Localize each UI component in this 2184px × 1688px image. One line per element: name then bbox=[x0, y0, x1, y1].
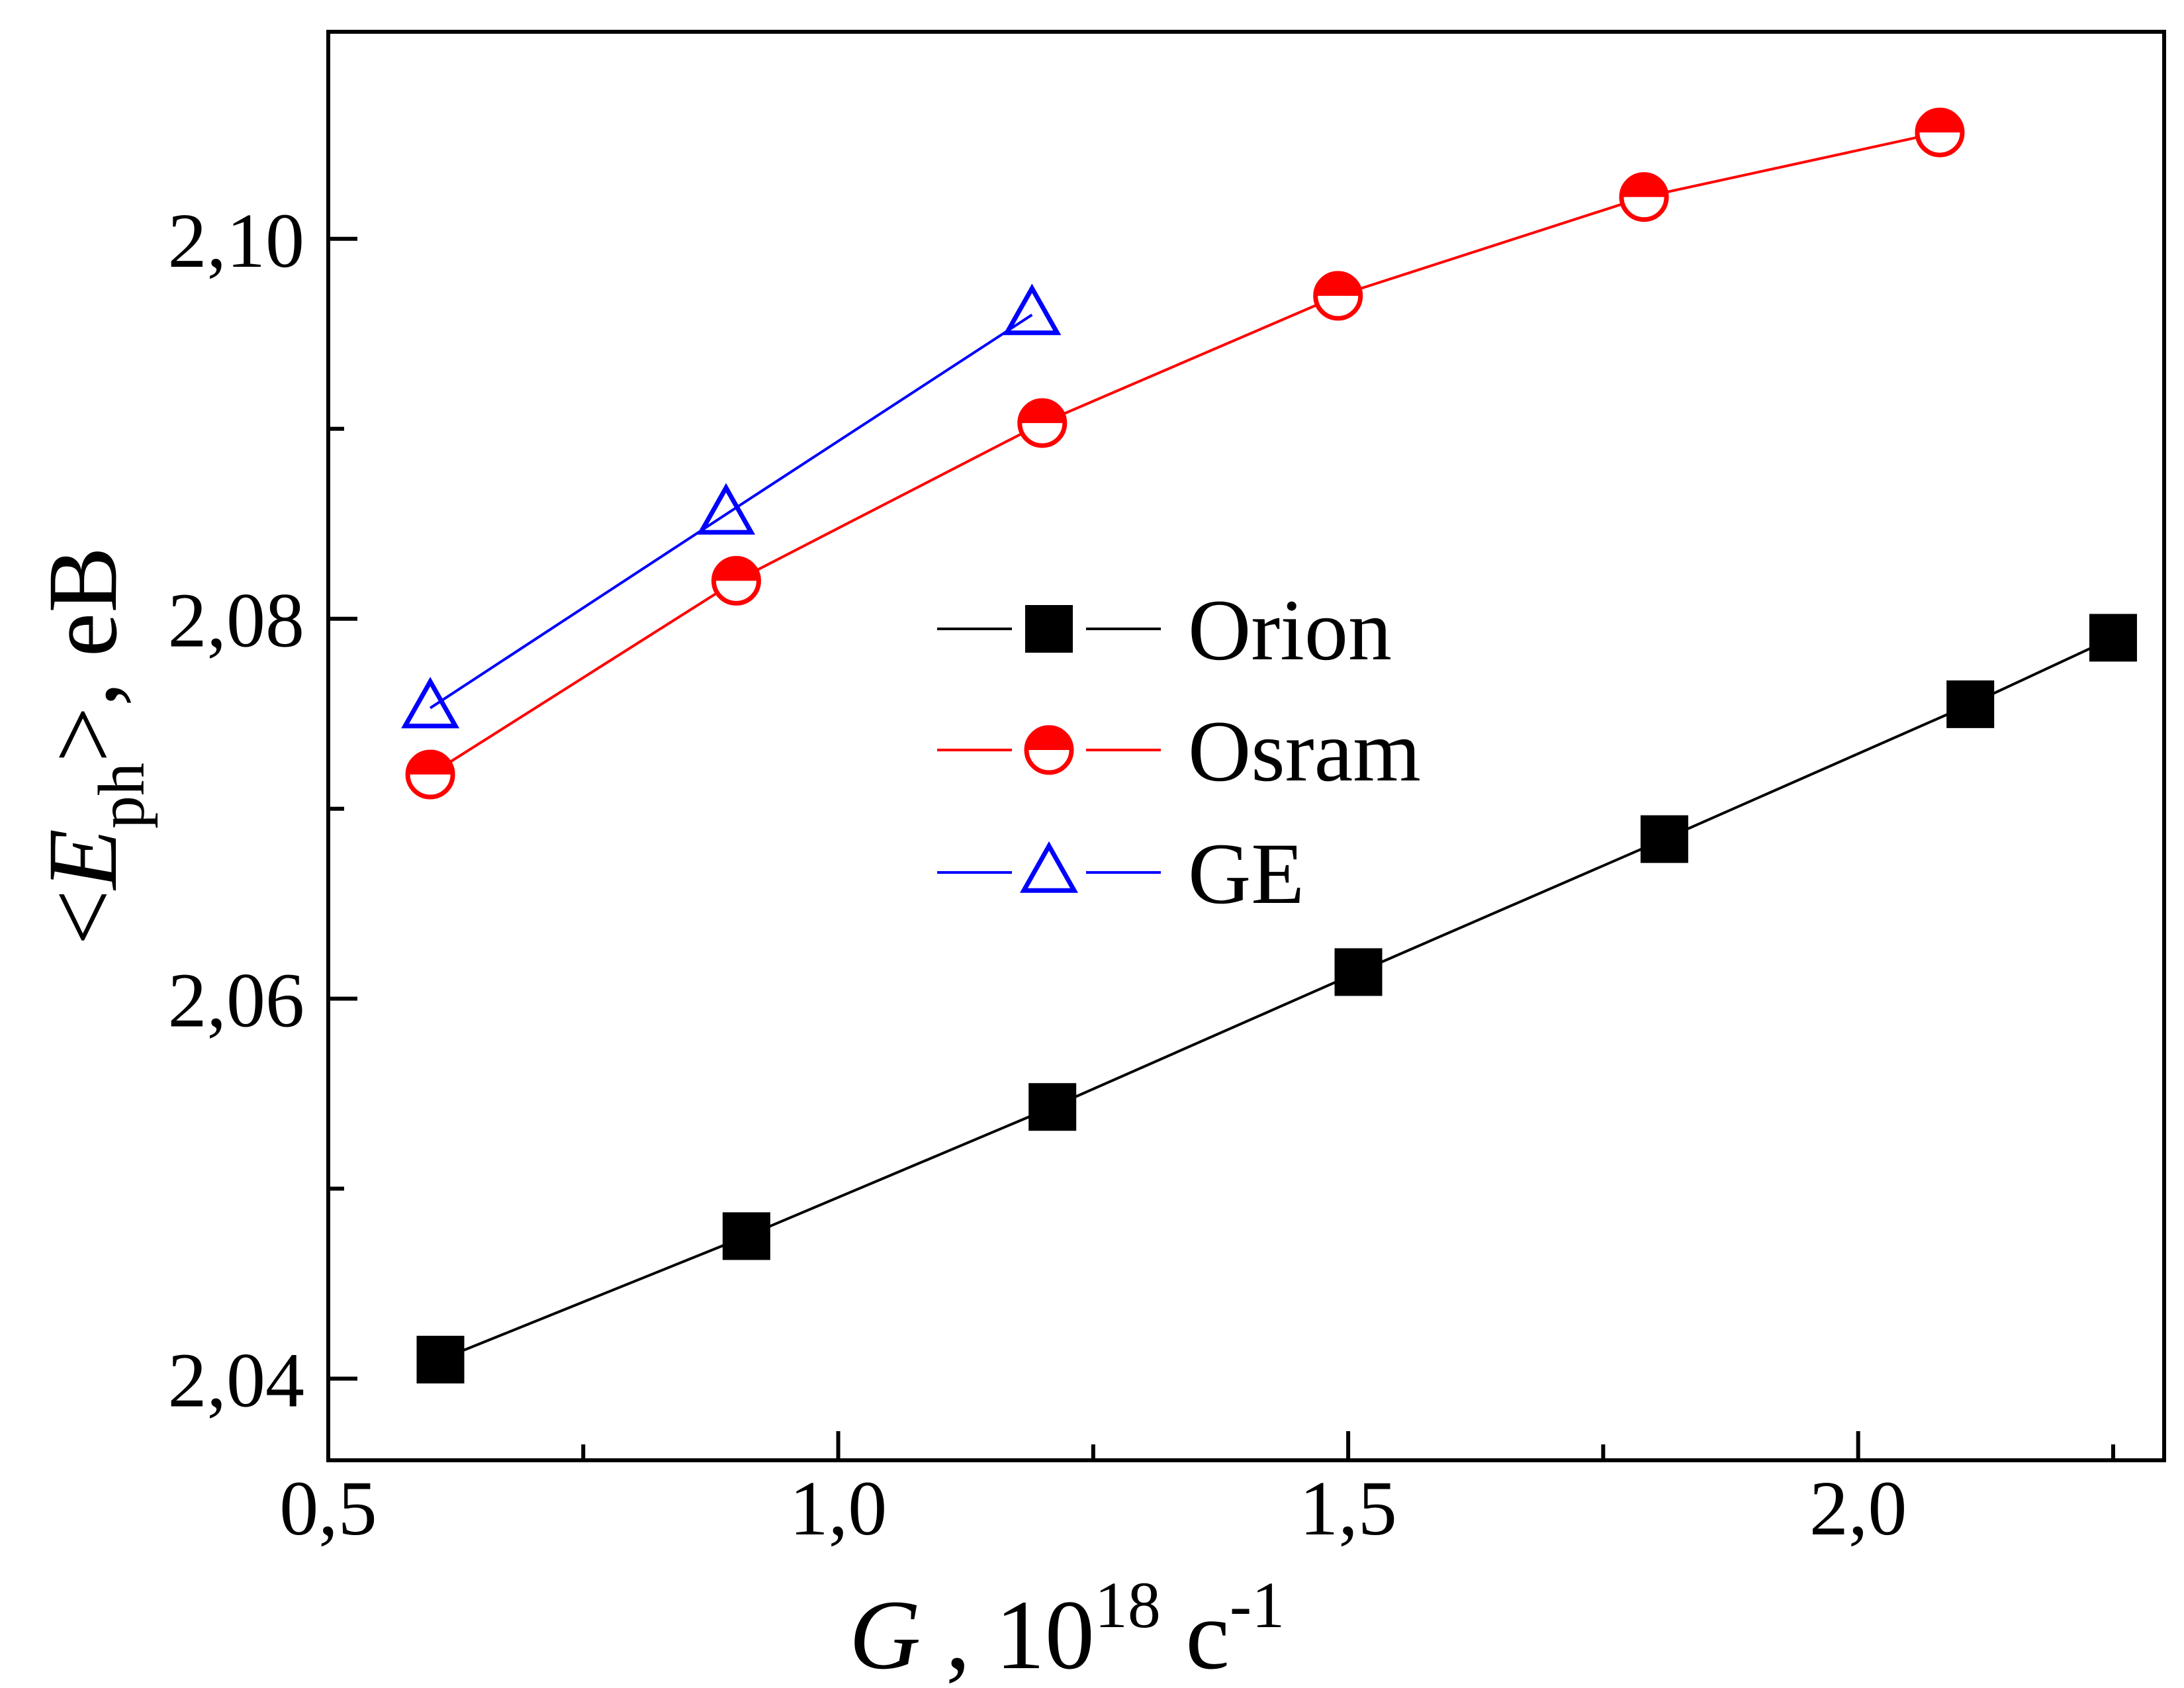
osram-data-point bbox=[711, 555, 761, 606]
orion-series-markers bbox=[416, 614, 2137, 1383]
x-axis-title: G , 1018 c-1 bbox=[849, 1568, 1285, 1688]
osram-data-point bbox=[405, 749, 455, 800]
osram-series-markers bbox=[405, 107, 1965, 800]
y-axis-close-bracket: > bbox=[28, 706, 138, 763]
legend-item-orion: Orion bbox=[937, 581, 1392, 679]
orion-data-point bbox=[1640, 815, 1688, 863]
orion-data-point bbox=[722, 1212, 770, 1260]
x-axis-variable: G bbox=[849, 1580, 921, 1688]
axis-ticks bbox=[326, 236, 2115, 1460]
ge-series-markers bbox=[401, 283, 1062, 729]
y-tick-label: 2,08 bbox=[168, 577, 305, 664]
y-tick-label: 2,04 bbox=[168, 1337, 305, 1424]
x-axis-exponent: 18 bbox=[1095, 1568, 1161, 1642]
ge-data-point bbox=[401, 677, 460, 729]
data-markers bbox=[401, 107, 2137, 1383]
x-axis-unit: c bbox=[1161, 1580, 1230, 1688]
legend-label: Orion bbox=[1188, 581, 1392, 679]
legend: Orion Osram GE bbox=[937, 581, 1421, 922]
legend-item-ge: GE bbox=[937, 825, 1304, 922]
orion-data-point bbox=[1334, 948, 1383, 996]
legend-marker bbox=[1019, 841, 1079, 893]
orion-data-point bbox=[416, 1335, 465, 1383]
x-tick-label: 0,5 bbox=[279, 1465, 377, 1552]
y-axis-subscript: ph bbox=[85, 763, 158, 829]
y-axis-open-bracket: < bbox=[28, 890, 138, 946]
x-axis-unit-prefix: , 10 bbox=[921, 1580, 1095, 1688]
y-tick-label: 2,06 bbox=[168, 957, 305, 1044]
legend-item-osram: Osram bbox=[937, 702, 1421, 800]
plot-frame bbox=[326, 30, 2166, 1462]
osram-data-point bbox=[1313, 271, 1363, 321]
x-axis-unit-exponent: -1 bbox=[1230, 1568, 1285, 1642]
y-axis-unit: , eB bbox=[28, 547, 138, 707]
osram-data-point bbox=[1619, 172, 1669, 222]
legend-marker bbox=[1024, 725, 1074, 775]
y-axis-title: <Eph>, eB bbox=[28, 547, 158, 946]
orion-data-point bbox=[1028, 1083, 1077, 1131]
osram-data-point bbox=[1017, 398, 1068, 448]
osram-series-line bbox=[430, 131, 1940, 776]
y-axis-variable: E bbox=[28, 829, 138, 891]
axis-tick-labels: 0,5 1,0 1,5 2,0 2,04 2,06 2,08 2,10 bbox=[168, 197, 1907, 1552]
orion-data-point bbox=[1946, 680, 1995, 728]
x-tick-label: 1,0 bbox=[790, 1465, 887, 1552]
legend-label: Osram bbox=[1188, 702, 1421, 800]
ge-series-line bbox=[430, 313, 1033, 710]
x-tick-label: 1,5 bbox=[1299, 1465, 1397, 1552]
y-tick-label: 2,10 bbox=[168, 197, 305, 284]
legend-marker bbox=[1025, 605, 1073, 653]
x-tick-label: 2,0 bbox=[1809, 1465, 1907, 1552]
legend-label: GE bbox=[1188, 825, 1304, 922]
ge-data-point bbox=[1003, 283, 1062, 336]
osram-data-point bbox=[1915, 107, 1965, 158]
ge-data-point bbox=[697, 483, 756, 535]
orion-data-point bbox=[2089, 614, 2137, 662]
